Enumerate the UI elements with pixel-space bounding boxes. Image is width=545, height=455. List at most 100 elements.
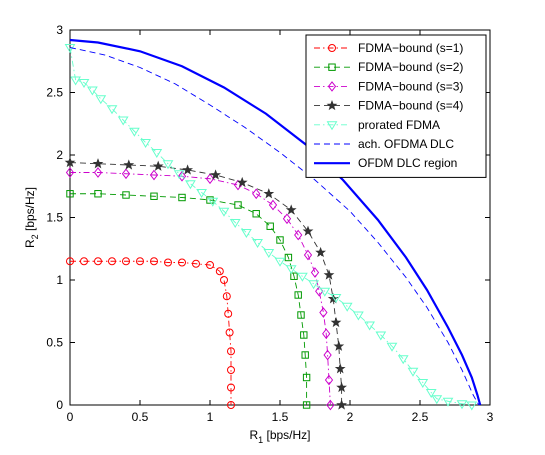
data-point [121, 168, 131, 180]
data-point [65, 167, 75, 178]
data-point [310, 267, 320, 278]
data-point [80, 257, 88, 266]
data-point [364, 321, 375, 331]
data-point [323, 269, 335, 280]
data-point [229, 219, 241, 228]
data-point [122, 191, 130, 199]
data-point [207, 197, 219, 207]
data-point [151, 149, 163, 158]
data-point [319, 307, 328, 318]
data-point [322, 328, 331, 340]
data-point [108, 257, 116, 266]
x-axis-label-base: R [249, 428, 258, 442]
legend-label: FDMA−bound (s=4) [358, 99, 463, 113]
legend-label: FDMA−bound (s=3) [358, 79, 463, 93]
legend-label: FDMA−bound (s=2) [358, 60, 463, 74]
y-axis-label-sub: 2 [30, 234, 40, 239]
data-point [294, 291, 302, 299]
data-point [192, 259, 200, 268]
data-point [225, 328, 234, 337]
data-point [386, 342, 398, 352]
data-point [315, 246, 326, 258]
data-point [78, 79, 90, 88]
data-point [117, 116, 129, 126]
legend-label: OFDM DLC region [358, 156, 457, 170]
data-point [297, 272, 308, 282]
data-point [294, 229, 303, 241]
data-point [94, 190, 102, 198]
data-point [241, 229, 252, 238]
data-point [425, 389, 437, 398]
legend-item: prorated FDMA [314, 118, 440, 132]
data-point [177, 170, 187, 182]
data-point [319, 287, 331, 297]
series-line [69, 162, 343, 405]
data-point [375, 331, 387, 341]
data-point [302, 225, 314, 236]
data-point [263, 249, 275, 258]
data-point [333, 340, 345, 351]
y-tick-label: 0 [56, 398, 63, 412]
data-point [162, 160, 174, 170]
data-point [431, 395, 443, 405]
data-point [336, 399, 347, 410]
data-point [122, 257, 130, 266]
legend-marker [326, 99, 338, 111]
data-point [66, 257, 74, 266]
data-point [92, 158, 104, 169]
data-point [297, 311, 305, 319]
data-point [334, 363, 346, 374]
x-tick-label: 2.5 [412, 410, 429, 424]
data-point [227, 366, 235, 374]
data-point [456, 400, 468, 410]
data-point [66, 190, 74, 198]
y-tick-label: 2 [56, 148, 63, 162]
data-point [164, 258, 172, 267]
data-point [290, 272, 298, 280]
data-point [341, 302, 353, 312]
x-tick-label: 0.5 [132, 410, 149, 424]
data-point [182, 164, 193, 175]
data-point [222, 292, 231, 301]
data-point [300, 331, 308, 339]
data-point [218, 207, 230, 217]
y-axis-label-unit: [bps/Hz] [23, 187, 37, 234]
data-point [178, 193, 186, 202]
series-6 [69, 38, 482, 406]
legend-item: FDMA−bound (s=1) [314, 41, 463, 55]
data-point [303, 249, 313, 261]
data-point [227, 383, 235, 392]
data-point [274, 257, 286, 267]
x-tick-label: 1.5 [272, 410, 289, 424]
data-point [140, 139, 151, 148]
data-point [330, 316, 342, 328]
data-point [266, 222, 274, 230]
x-tick-label: 2 [347, 410, 354, 424]
series-line [69, 47, 480, 406]
x-tick-label: 3 [487, 410, 494, 424]
data-point [407, 367, 419, 377]
data-point [149, 169, 159, 181]
legend-marker [328, 63, 336, 71]
data-point [196, 189, 207, 198]
data-point [123, 159, 135, 170]
series-line [69, 47, 472, 406]
data-point [87, 86, 98, 96]
y-tick-label: 0.5 [46, 336, 63, 350]
series-line [70, 172, 331, 406]
legend-item: FDMA−bound (s=2) [314, 60, 463, 74]
x-axis-label-unit: [bps/Hz] [263, 428, 310, 442]
data-point [276, 236, 284, 244]
legend-item: ach. OFDMA DLC [314, 137, 454, 151]
x-tick-label: 1 [207, 410, 214, 424]
legend-label: prorated FDMA [358, 118, 440, 132]
x-tick-label: 0 [67, 410, 74, 424]
data-point [466, 401, 478, 411]
data-point [326, 399, 335, 411]
data-point [106, 105, 118, 115]
data-point [308, 280, 319, 290]
data-point [206, 261, 214, 269]
data-point [324, 374, 334, 386]
data-point [285, 265, 297, 275]
